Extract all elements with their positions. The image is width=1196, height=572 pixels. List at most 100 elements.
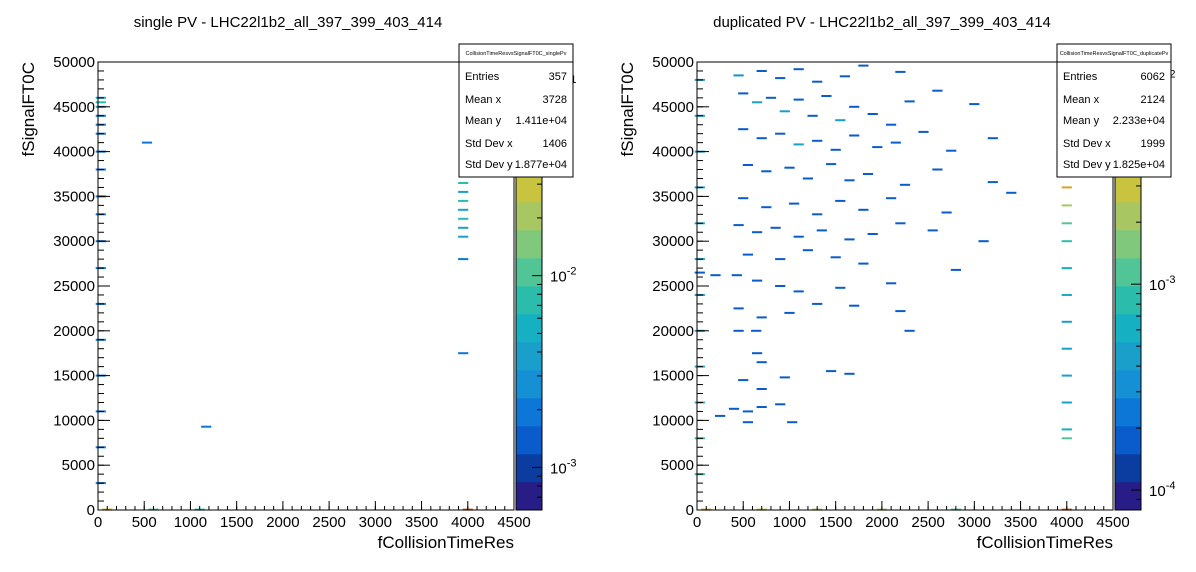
color-scale-band [1115,202,1141,231]
color-scale-band [516,454,542,483]
color-scale-band [1115,370,1141,399]
heatmap-cell [849,304,860,307]
heatmap-cell [775,132,786,135]
y-tick-label: 50000 [53,54,95,71]
heatmap-cell [458,235,469,238]
heatmap-cell [812,139,823,142]
stats-label: Entries [1063,71,1098,83]
stats-value: 1406 [543,138,567,150]
heatmap-cell [1061,374,1072,377]
chart-title: single PV - LHC22l1b2_all_397_399_403_41… [134,14,443,31]
color-scale-band [516,342,542,371]
z-tick-exponent: -3 [567,457,577,469]
heatmap-cell [835,286,846,289]
heatmap-cell [752,101,763,104]
heatmap-cell [1061,294,1072,296]
heatmap-cell [779,376,790,379]
stats-label: Mean y [465,115,502,127]
color-scale-band [516,314,542,343]
heatmap-cell [969,103,980,106]
heatmap-cell [1061,437,1072,440]
heatmap-cell [793,143,804,146]
heatmap-cell [932,89,943,92]
x-tick-label: 4500 [497,514,530,531]
heatmap-cell [694,271,705,274]
x-tick-label: 1500 [819,514,852,531]
stats-label: Std Dev y [465,159,513,171]
heatmap-cell [895,222,906,225]
x-tick-label: 3000 [359,514,392,531]
heatmap-cell [927,229,938,232]
y-tick-label: 45000 [652,99,694,116]
heatmap-cell [738,92,749,95]
heatmap-cell [731,274,742,277]
heatmap-cell [1061,428,1072,431]
color-scale-band [1115,230,1141,259]
y-tick-label: 5000 [661,457,694,474]
color-scale-band [1115,454,1141,483]
x-tick-label: 2000 [865,514,898,531]
z-tick-base: 10 [550,460,567,477]
x-tick-label: 4000 [1050,514,1083,531]
heatmap-cell [858,262,869,265]
heatmap-cell [141,141,153,144]
heatmap-cell [946,149,957,152]
y-tick-label: 40000 [652,144,694,161]
x-tick-label: 3500 [1004,514,1037,531]
heatmap-cell [1061,186,1072,189]
z-tick-exponent: -3 [1166,274,1176,286]
heatmap-cell [784,166,795,169]
color-scale-band [516,202,542,231]
heatmap-cell [751,329,762,332]
heatmap-cell [793,98,804,101]
y-tick-label: 45000 [53,99,95,116]
y-tick-label: 15000 [652,368,694,385]
x-axis: 0 500 1000 1500 2000 2500 3000 3500 4000 4500 [693,501,1130,531]
heatmap-cell [761,170,772,173]
heatmap-cell [812,302,823,305]
heatmap-cell [775,258,786,261]
heatmap-cell [775,285,786,287]
heatmap-cell [458,190,469,193]
stats-label: Std Dev x [465,138,513,150]
z-tick-label: 10-3 [1149,274,1175,294]
x-axis-title: fCollisionTimeRes [977,533,1113,552]
heatmap-cell [886,197,897,200]
x-tick-label: 0 [693,514,701,531]
stats-value: 1.411e+04 [516,115,568,127]
heatmap-cell [787,421,798,424]
stats-value: 6062 [1141,71,1165,83]
color-scale-band [1115,314,1141,343]
heatmap-cell [812,213,823,216]
y-tick-label: 0 [686,502,694,519]
heatmap-cell [752,352,763,355]
heatmap-cell [802,249,813,252]
heatmap-cell [978,240,989,243]
plot-frame [97,61,515,511]
y-tick-label: 20000 [53,323,95,340]
y-tick-label: 10000 [53,412,95,429]
heatmap-cell [835,119,846,122]
stats-histogram-name: CollisionTimeResvsSignalFT0C_duplicatePv [1060,51,1169,57]
heatmap-cell [844,179,855,182]
heatmap-cell [752,231,763,234]
z-tick-exponent: -2 [567,266,577,278]
color-scale-band [516,230,542,259]
y-tick-label: 25000 [652,278,694,295]
stats-box[interactable]: CollisionTimeResvsSignalFT0C_singlePv En… [458,43,574,178]
x-tick-label: 2500 [911,514,944,531]
x-axis: 0 500 1000 1500 2000 2500 3000 3500 4000 4500 [94,501,531,531]
y-tick-label: 30000 [53,233,95,250]
color-scale-band [516,398,542,427]
heatmap-cell [756,361,767,364]
heatmap-cell [761,206,772,209]
heatmap-cell [1061,204,1072,207]
heatmap-cell [918,130,929,133]
x-tick-label: 2500 [312,514,345,531]
heatmap-cell [821,95,832,97]
stats-box[interactable]: CollisionTimeResvsSignalFT0C_duplicatePv… [1056,43,1172,178]
color-scale-band [1115,342,1141,371]
stats-value: 1.877e+04 [515,159,567,171]
heatmap-cell [458,199,469,202]
heatmap-cell [849,134,860,137]
